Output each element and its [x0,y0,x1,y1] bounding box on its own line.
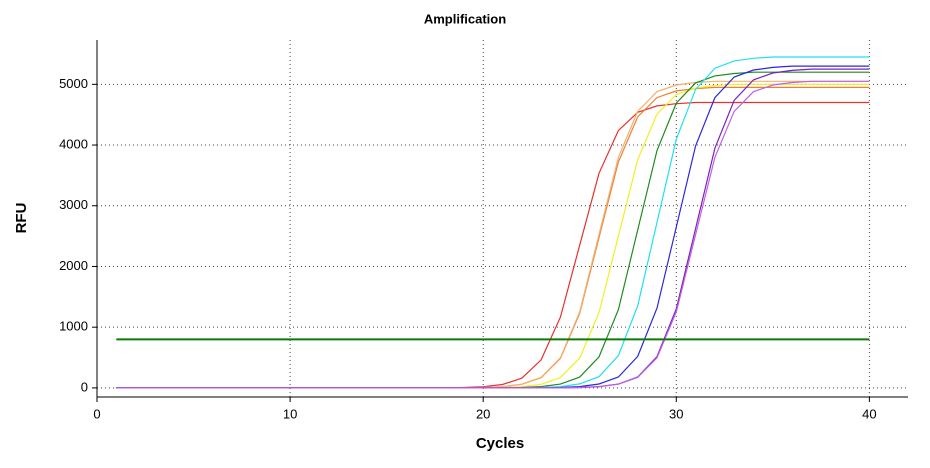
y-tick-label: 2000 [59,258,88,273]
x-axis-label: Cycles [476,435,524,452]
y-tick-label: 4000 [59,136,88,151]
amplification-curve [116,83,870,389]
y-tick-label: 3000 [59,197,88,212]
chart-title: Amplification [424,11,506,26]
amplification-curve [116,56,870,389]
y-tick-label: 0 [81,379,88,394]
y-tick-label: 5000 [59,76,88,91]
amplification-curve [116,86,870,389]
x-tick-label: 30 [669,406,683,421]
amplification-curve [116,80,870,389]
amplification-curve [116,80,870,389]
y-axis-label: RFU [13,203,30,234]
x-tick-label: 10 [283,406,297,421]
amplification-curve [116,71,870,389]
x-tick-label: 0 [93,406,100,421]
x-tick-label: 40 [862,406,876,421]
x-tick-label: 20 [476,406,490,421]
y-tick-label: 1000 [59,319,88,334]
